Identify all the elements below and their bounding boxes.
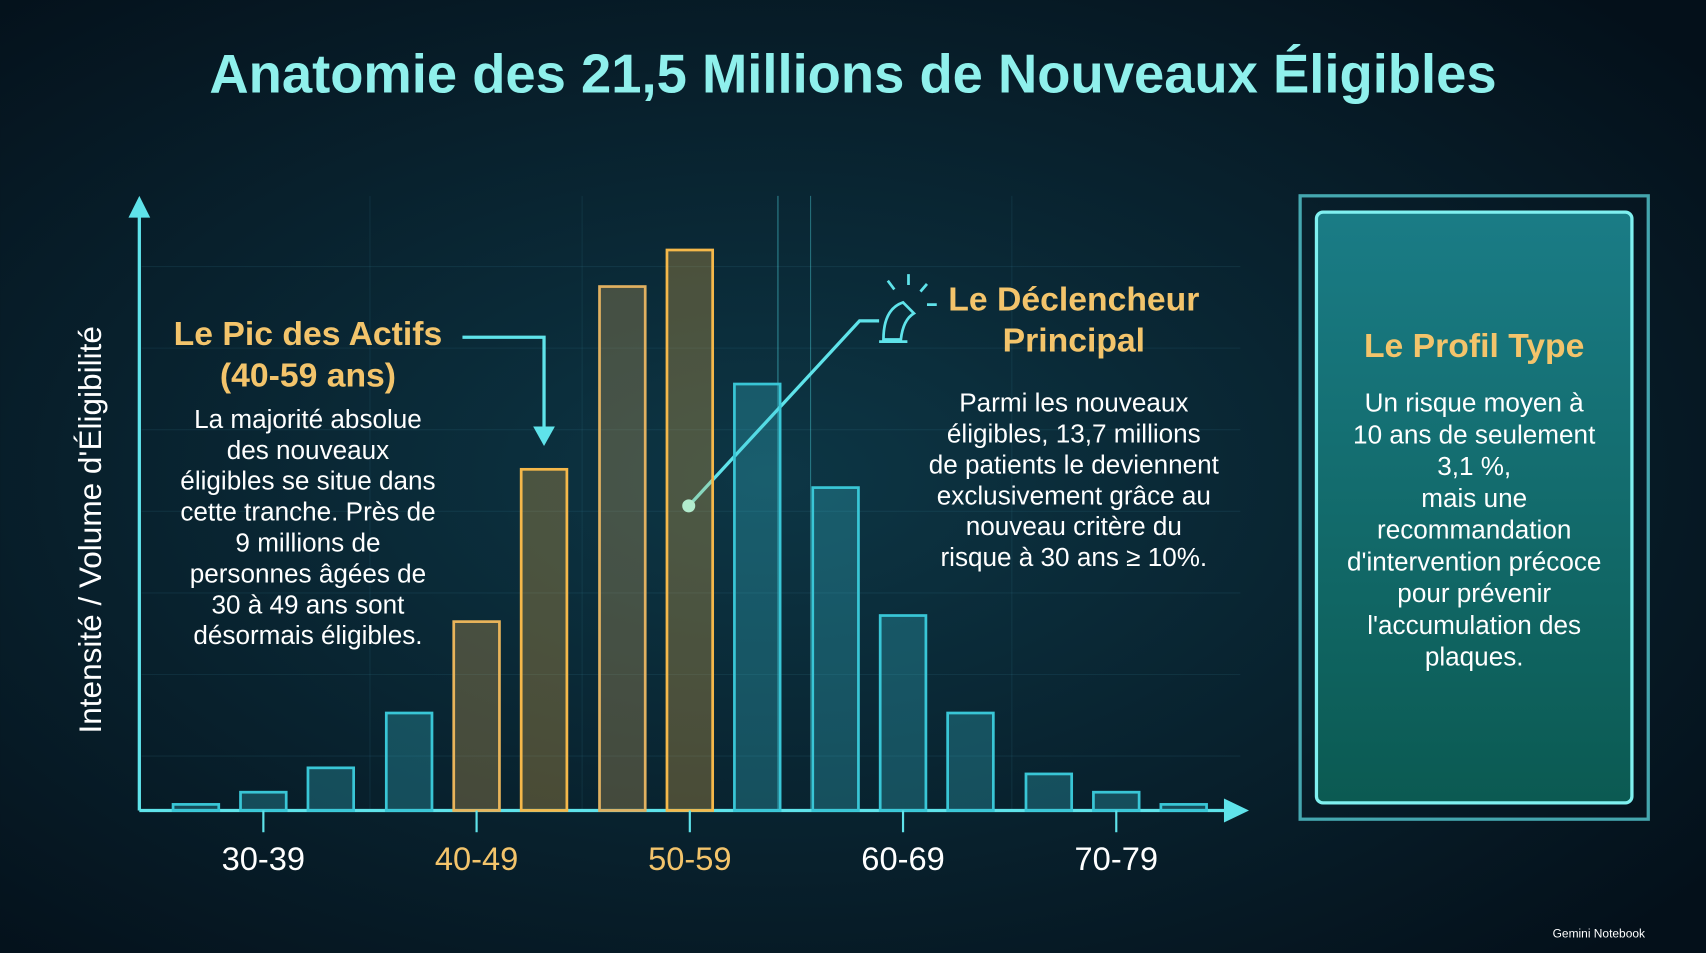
annotation-text: recommandation xyxy=(1377,515,1571,545)
bar xyxy=(665,248,715,812)
annotation-text: d'intervention précoce xyxy=(1347,546,1601,576)
annotation-text: mais une xyxy=(1421,483,1527,513)
annotation-text: Un risque moyen à xyxy=(1365,388,1584,418)
bar xyxy=(1024,772,1074,812)
annotation-text: éligibles se situe dans xyxy=(180,466,435,496)
x-tick-label: 30-39 xyxy=(222,840,305,877)
annotation-title: Le Profil Type xyxy=(1364,327,1584,365)
annotation-title: (40-59 ans) xyxy=(220,356,396,394)
annotation-text: 10 ans de seulement xyxy=(1353,419,1596,449)
annotation-text: personnes âgées de xyxy=(190,558,426,588)
annotation-text: cette tranche. Près de xyxy=(180,497,435,527)
annotation-text: 30 à 49 ans sont xyxy=(211,589,405,619)
annotation-text: La majorité absolue xyxy=(194,404,422,434)
annotation-text: exclusivement grâce au xyxy=(937,480,1211,510)
annotation-text: éligibles, 13,7 millions xyxy=(947,418,1201,448)
annotation-text: de patients le deviennent xyxy=(929,449,1220,479)
bar xyxy=(239,790,288,812)
footer: Gemini Notebook xyxy=(1553,927,1645,941)
bar xyxy=(598,285,647,812)
bar xyxy=(811,486,860,812)
x-tick-label: 70-79 xyxy=(1075,840,1158,877)
annotation-title: Principal xyxy=(1003,322,1145,360)
bar xyxy=(452,620,501,812)
annotation-text: risque à 30 ans ≥ 10%. xyxy=(940,542,1207,572)
bar xyxy=(733,382,782,812)
bar xyxy=(519,467,569,812)
bar xyxy=(946,711,995,812)
annotation-text: 9 millions de xyxy=(235,527,380,557)
annotation-text: désormais éligibles. xyxy=(193,620,422,650)
annotation-title: Le Déclencheur xyxy=(948,280,1199,318)
annotation-text: 3,1 %, xyxy=(1437,451,1511,481)
annotation-text: plaques. xyxy=(1425,642,1524,672)
annotation-text: Parmi les nouveaux xyxy=(959,388,1188,418)
annotation-text: nouveau critère du xyxy=(966,511,1182,541)
bar xyxy=(1159,803,1208,812)
profile-panel xyxy=(1298,194,1650,821)
y-axis-label: Intensité / Volume d'Éligibilité xyxy=(72,326,108,733)
chart-title: Anatomie des 21,5 Millions de Nouveaux É… xyxy=(209,44,1496,105)
annotation-text: l'accumulation des xyxy=(1367,610,1581,640)
annotation-text: pour prévenir xyxy=(1397,578,1551,608)
x-tick-label: 40-49 xyxy=(435,840,518,877)
x-tick-label: 60-69 xyxy=(861,840,944,877)
bar xyxy=(306,766,356,812)
x-tick-label: 50-59 xyxy=(648,840,731,877)
annotation-arrows xyxy=(462,274,937,513)
annotation-text: des nouveaux xyxy=(227,435,390,465)
bar xyxy=(878,614,928,812)
annotation-title: Le Pic des Actifs xyxy=(174,315,443,353)
background-grid xyxy=(141,195,1241,811)
bar xyxy=(171,803,221,812)
bar xyxy=(384,711,434,812)
bar xyxy=(1092,790,1141,812)
